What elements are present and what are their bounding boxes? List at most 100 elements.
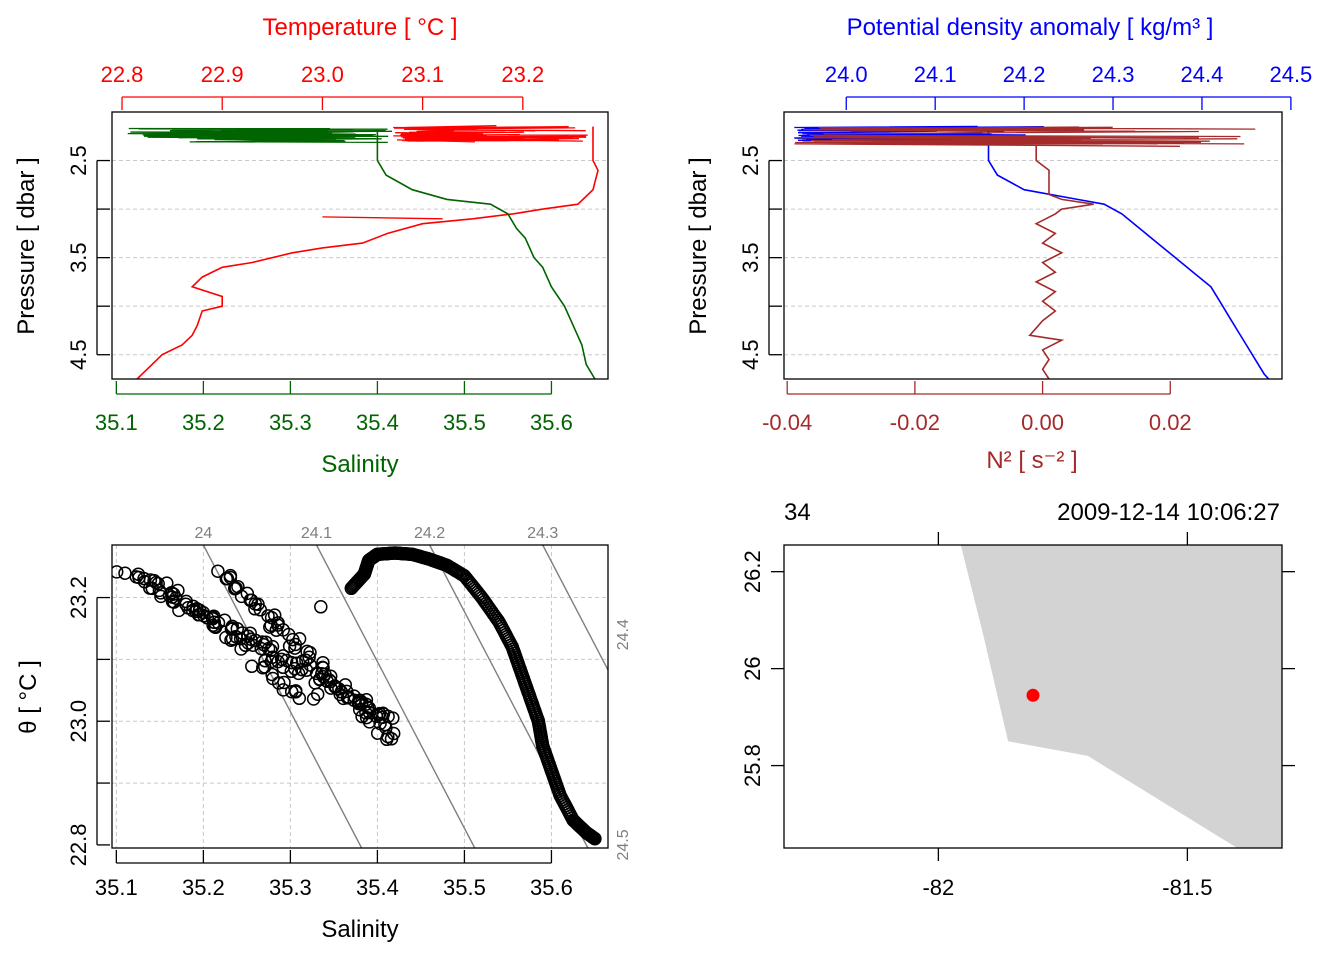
ts-point [288, 641, 302, 655]
top-tick-label: 24.1 [914, 62, 957, 87]
density-axis-title: Potential density anomaly [ kg/m³ ] [847, 14, 1214, 41]
ts-point [220, 571, 235, 586]
bottom-tick-label: 35.2 [182, 410, 225, 435]
p1-lines [127, 125, 599, 380]
ts-point [145, 581, 160, 596]
ts-salinity-axis-title: Salinity [321, 916, 398, 943]
ts-point [588, 831, 602, 846]
pressure-axis-2: 4.5 3.5 2.5 [738, 145, 782, 370]
density-axis: 24.0 24.1 24.2 24.3 24.4 24.5 [825, 62, 1312, 110]
left-tick-label: 26 [740, 656, 765, 680]
ts-point [197, 609, 211, 623]
ts-point [231, 579, 245, 594]
isopycnal-label: 24.3 [527, 525, 558, 542]
top-tick-label: 24.3 [1092, 62, 1135, 87]
salinity-axis-title: Salinity [321, 451, 398, 478]
ts-point [299, 653, 313, 668]
ts-point [245, 659, 259, 674]
station-number-label: 34 [784, 499, 811, 526]
isopycnal-label: 24 [194, 525, 212, 542]
left-tick-label: 3.5 [66, 242, 91, 273]
top-tick-label: 23.2 [501, 62, 544, 87]
top-tick-label: 23.0 [301, 62, 344, 87]
top-tick-label: 24.5 [1269, 62, 1312, 87]
ts-point [284, 664, 299, 679]
ts-point [263, 620, 277, 634]
pressure-axis: 4.5 3.5 2.5 [66, 145, 110, 370]
ts-point [261, 641, 276, 656]
station-time-label: 2009-12-14 10:06:27 [1057, 499, 1280, 526]
salinity-axis: 35.1 35.2 35.3 35.4 35.5 35.6 [95, 381, 573, 435]
p1-grid [112, 111, 608, 356]
bottom-tick-label: 35.2 [182, 875, 225, 900]
top-tick-label: 24.4 [1181, 62, 1224, 87]
svg-text:Potential density anomaly [ kg: Potential density anomaly [ kg/m³ ] [847, 14, 1214, 41]
temperature-surface-spikes [322, 125, 588, 220]
pressure-axis-title-2: Pressure [ dbar ] [685, 157, 712, 334]
ts-point [316, 661, 330, 675]
longitude-axis: -82 -81.5 [922, 848, 1212, 900]
ts-point [288, 685, 303, 699]
bottom-tick-label: 35.6 [530, 875, 573, 900]
panel-ts-diagram: 24 24.1 24.2 24.324.424.5 35.1 35.2 35.3 35.4 3… [15, 525, 927, 943]
isopycnal-line [656, 545, 814, 848]
ts-point [185, 603, 200, 618]
bottom-tick-label: -0.04 [762, 410, 812, 435]
station-marker [1026, 688, 1040, 702]
ts-point [234, 642, 248, 656]
ts-point [211, 564, 225, 578]
bottom-tick-label: 35.5 [443, 410, 486, 435]
ts-point [314, 600, 328, 614]
latitude-axis: 26.2 26 25.8 [740, 550, 784, 787]
ts-point [340, 684, 354, 699]
ts-point [284, 684, 299, 699]
left-tick-label: 3.5 [738, 242, 763, 273]
bottom-tick-label: -82 [922, 875, 954, 900]
ts-point [274, 652, 289, 667]
ts-point [154, 586, 168, 600]
isopycnal-side-label: 24.4 [615, 619, 632, 650]
ts-point [256, 660, 270, 675]
ts-point [369, 709, 384, 724]
ts-point [238, 638, 253, 653]
pressure-axis-title: Pressure [ dbar ] [13, 157, 40, 334]
isopycnal-label: 24.2 [414, 525, 445, 542]
n2-surface-spikes [794, 126, 1256, 147]
ts-point [271, 676, 286, 690]
ts-point [277, 675, 291, 690]
ts-point [162, 588, 177, 603]
ts-point [310, 687, 325, 701]
salinity-profile-line [376, 131, 596, 380]
ts-point [254, 641, 268, 656]
ts-point [276, 660, 290, 675]
top-tick-label: 24.0 [825, 62, 868, 87]
p4-frame [783, 544, 1283, 849]
map-top-ticks [937, 532, 1189, 545]
n2-axis-title: N² [ s⁻² ] [986, 447, 1077, 474]
ts-point [269, 623, 284, 637]
ts-point [200, 611, 215, 625]
isopycnal-labels: 24 24.1 24.2 24.3 24.4 24.5 [194, 525, 632, 860]
isopycnal-line [769, 545, 927, 848]
left-tick-label: 4.5 [66, 339, 91, 370]
ts-scatter-points [112, 546, 602, 846]
left-tick-label: 23.2 [66, 576, 91, 619]
bottom-tick-label: 35.1 [95, 875, 138, 900]
isopycnal-label: 24.1 [301, 525, 332, 542]
panel-station-map: -82 -81.5 26.2 26 25.8 34 2009-12-14 10:06:… [740, 499, 1295, 900]
p2-grid [784, 111, 1282, 356]
bottom-tick-label: -0.02 [890, 410, 940, 435]
left-tick-label: 26.2 [740, 550, 765, 593]
temperature-profile-line [136, 126, 599, 380]
bottom-tick-label: 35.6 [530, 410, 573, 435]
left-tick-label: 4.5 [738, 339, 763, 370]
ts-point [165, 594, 180, 609]
bottom-tick-label: 35.3 [269, 410, 312, 435]
ts-point [258, 653, 272, 668]
ts-point [291, 666, 306, 681]
ts-point [248, 602, 262, 616]
land-polygon [960, 545, 1282, 848]
p1-frame [111, 111, 609, 380]
